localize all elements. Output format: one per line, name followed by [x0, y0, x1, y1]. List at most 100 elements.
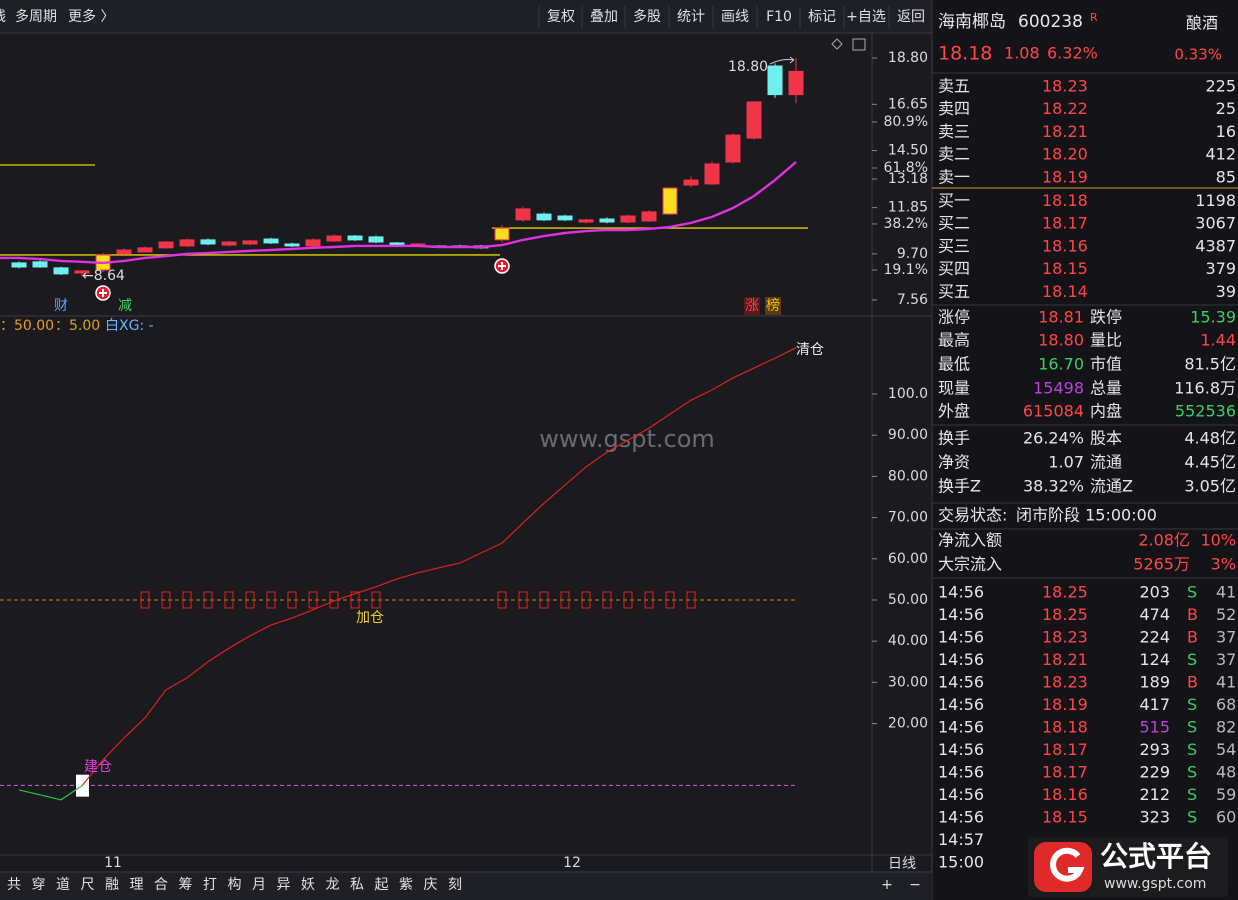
bottom-tab[interactable]: 紫: [399, 877, 413, 893]
candle-body: [284, 243, 300, 247]
bottom-tab[interactable]: 合: [154, 877, 168, 893]
trade-price: 18.17: [1042, 740, 1088, 759]
stat-value: 15.39: [1190, 308, 1236, 327]
book-price: 18.20: [1042, 145, 1088, 164]
toolbar-button[interactable]: F10: [766, 9, 792, 25]
stock-code: 600238: [1018, 12, 1083, 32]
toolbar-button[interactable]: 标记: [808, 9, 836, 25]
clear-label: 清仓: [796, 342, 824, 358]
signal-box: [203, 591, 213, 609]
book-label: 买四: [938, 259, 970, 278]
candle-body: [347, 235, 363, 241]
book-volume: 412: [1205, 145, 1236, 164]
toolbar-button[interactable]: 复权: [547, 8, 575, 25]
pct-tick-label: 19.1%: [884, 262, 928, 278]
book-price: 18.17: [1042, 214, 1088, 233]
watermark-text: www.gspt.com: [539, 425, 715, 453]
bottom-tab[interactable]: 尺: [81, 877, 95, 893]
book-price: 18.15: [1042, 259, 1088, 278]
signal-box: [665, 591, 675, 609]
stat-value: 81.5亿: [1184, 355, 1236, 374]
stock-flag: R: [1090, 11, 1098, 24]
zoom-in[interactable]: +: [881, 877, 893, 893]
event-tag: 涨: [745, 298, 759, 314]
bottom-tab[interactable]: 道: [56, 877, 70, 893]
bottom-tab[interactable]: 起: [375, 877, 389, 893]
bottom-tab[interactable]: 共: [7, 877, 21, 893]
candle-body: [494, 227, 510, 241]
trade-volume: 224: [1139, 628, 1170, 647]
book-label: 卖一: [938, 167, 970, 186]
bottom-tab[interactable]: 构: [228, 877, 242, 893]
candle-body: [578, 219, 594, 223]
toolbar-button[interactable]: 返回: [897, 9, 925, 25]
y-tick-label: 18.80: [888, 50, 928, 66]
signal-box: [287, 591, 297, 609]
flow-label: 净流入额: [938, 531, 1002, 550]
stat-value: 4.48亿: [1184, 429, 1236, 448]
toolbar-button[interactable]: 多股: [633, 8, 661, 25]
book-label: 买一: [938, 191, 970, 210]
candle-body: [200, 239, 216, 245]
ratio: 0.33%: [1174, 46, 1222, 64]
build-label: 建仓: [84, 759, 112, 775]
book-price: 18.21: [1042, 122, 1088, 141]
stat-label: 换手Z: [938, 477, 981, 496]
book-price: 18.14: [1042, 282, 1088, 301]
trade-count: 37: [1216, 650, 1236, 669]
book-volume: 3067: [1195, 214, 1236, 233]
flow-value: 5265万: [1133, 555, 1190, 574]
stat-value: 4.45亿: [1184, 453, 1236, 472]
y-tick-label: 16.65: [888, 96, 928, 112]
book-volume: 4387: [1195, 236, 1236, 255]
bottom-tab[interactable]: 刻: [448, 877, 462, 893]
y-tick-label: 90.00: [888, 427, 928, 443]
candle-body: [368, 236, 384, 243]
stat-label: 股本: [1090, 429, 1122, 448]
trade-price: 18.21: [1042, 650, 1088, 669]
trade-time: 14:56: [938, 583, 984, 602]
bottom-tab[interactable]: 异: [277, 877, 291, 893]
toolbar-button[interactable]: 叠加: [590, 9, 618, 25]
candle-body: [788, 70, 804, 96]
bottom-tab[interactable]: 龙: [326, 877, 340, 893]
bottom-tab[interactable]: 妖: [301, 877, 315, 893]
bottom-tab[interactable]: 私: [350, 877, 364, 893]
toolbar-button[interactable]: 画线: [721, 9, 749, 25]
logo-url: www.gspt.com: [1104, 876, 1206, 892]
toolbar: [0, 0, 932, 33]
trade-time: 14:56: [938, 718, 984, 737]
trade-count: 52: [1216, 605, 1236, 624]
signal-box: [161, 591, 171, 609]
zoom-out[interactable]: −: [909, 877, 921, 893]
book-volume: 16: [1216, 122, 1236, 141]
toolbar-button[interactable]: +自选: [846, 9, 886, 25]
book-label: 买二: [938, 214, 970, 233]
signal-box: [497, 591, 507, 609]
bottom-tab[interactable]: 理: [130, 877, 144, 893]
trade-side: B: [1187, 673, 1198, 692]
stat-label: 涨停: [938, 308, 970, 327]
trade-count: 37: [1216, 628, 1236, 647]
quote-panel: [932, 0, 1238, 900]
bottom-tab[interactable]: 月: [252, 877, 266, 893]
signal-box: [581, 591, 591, 609]
bottom-tab[interactable]: 穿: [32, 877, 46, 893]
trade-time: 14:56: [938, 673, 984, 692]
toolbar-button[interactable]: 统计: [677, 9, 705, 25]
bottom-tab[interactable]: 融: [105, 877, 119, 893]
bottom-tab[interactable]: 庆: [424, 877, 438, 893]
y-tick-label: 7.56: [897, 292, 928, 308]
book-volume: 85: [1216, 167, 1236, 186]
signal-box: [308, 591, 318, 609]
bottom-tab[interactable]: 打: [203, 876, 217, 893]
trade-count: 41: [1216, 673, 1236, 692]
bottom-tab[interactable]: 筹: [179, 876, 193, 893]
add-label: 加仓: [356, 610, 384, 626]
stat-label: 流通: [1090, 453, 1122, 472]
trade-side: S: [1187, 583, 1197, 602]
stat-value: 615084: [1023, 402, 1084, 421]
indicator-line: [18, 785, 83, 801]
trade-price: 18.16: [1042, 785, 1088, 804]
trade-time: 14:56: [938, 785, 984, 804]
